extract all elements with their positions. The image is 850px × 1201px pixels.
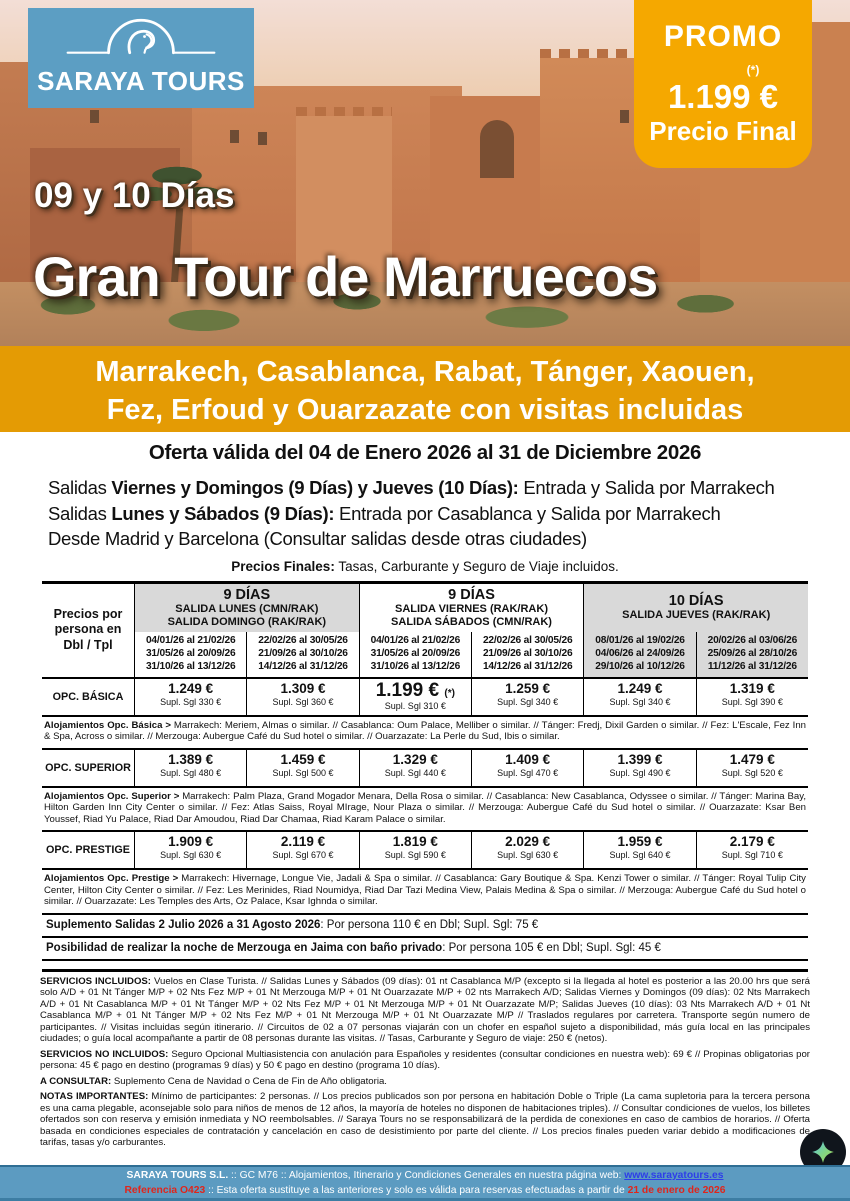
group-sub: SALIDA SÁBADOS (CMN/RAK) xyxy=(391,616,552,629)
promo-label: PROMO xyxy=(663,20,783,53)
section-servicios-no-incluidos: SERVICIOS NO INCLUIDOS: Seguro Opcional … xyxy=(40,1048,810,1072)
price-table: Precios por persona en Dbl / Tpl 9 DÍAS … xyxy=(42,580,809,966)
group-sub: SALIDA DOMINGO (RAK/RAK) xyxy=(167,616,327,629)
section-servicios-incluidos: SERVICIOS INCLUIDOS: Vuelos en Clase Tur… xyxy=(40,975,810,1045)
group-sub: SALIDA VIERNES (RAK/RAK) xyxy=(395,602,548,615)
group-sub: SALIDA LUNES (CMN/RAK) xyxy=(175,602,319,615)
page-title: Gran Tour de Marruecos xyxy=(33,245,658,308)
photo-shape xyxy=(296,107,392,116)
group-title: 10 DÍAS xyxy=(668,592,724,609)
website-link[interactable]: www.sarayatours.es xyxy=(624,1170,724,1181)
footer-bar: SARAYA TOURS S.L. :: GC M76 :: Alojamien… xyxy=(0,1165,850,1201)
row-label: OPC. BÁSICA xyxy=(52,690,124,703)
bird-arch-icon xyxy=(66,18,216,55)
price-cell: 1.319 € Supl. Sgl 390 € xyxy=(695,678,808,715)
validity-line: Oferta válida del 04 de Enero 2026 al 31… xyxy=(148,441,702,464)
note-superior: Alojamientos Opc. Superior > Marrakech: … xyxy=(44,790,807,825)
section-a-consultar: A CONSULTAR: Suplemento Cena de Navidad … xyxy=(40,1075,387,1087)
hero-photo: SARAYA TOURS PROMO (*) 1.199 € Precio Fi… xyxy=(0,0,850,346)
row-label: OPC. SUPERIOR xyxy=(45,761,131,774)
price-cell: 1.819 € Supl. Sgl 590 € xyxy=(358,832,471,869)
photo-shape xyxy=(258,132,267,145)
departures-block: Salidas Viernes y Domingos (9 Días) y Ju… xyxy=(48,475,850,552)
table-corner-label: Precios por persona en Dbl / Tpl xyxy=(53,606,123,652)
footer-line2: Referencia O423 :: Esta oferta sustituye… xyxy=(124,1184,726,1196)
price-cell: 2.179 € Supl. Sgl 710 € xyxy=(695,832,808,869)
group-9dias-lunes: 9 DÍAS SALIDA LUNES (CMN/RAK) SALIDA DOM… xyxy=(134,583,359,677)
date-column: 20/02/26 al 03/06/26 25/09/26 al 28/10/26… xyxy=(695,631,808,677)
group-title: 9 DÍAS xyxy=(223,586,271,603)
supplement-bar-summer: Suplemento Salidas 2 Julio 2026 a 31 Ago… xyxy=(42,912,808,936)
photo-shape xyxy=(0,282,850,346)
row-opc-prestige: OPC. PRESTIGE 1.909 € Supl. Sgl 630 € 2.1… xyxy=(42,830,808,871)
date-column: 22/02/26 al 30/05/26 21/09/26 al 30/10/26… xyxy=(246,631,358,677)
price-cell: 1.959 € Supl. Sgl 640 € xyxy=(583,832,695,869)
date-column: 22/02/26 al 30/05/26 21/09/26 al 30/10/26… xyxy=(471,631,583,677)
price-cell: 1.309 € Supl. Sgl 360 € xyxy=(246,678,358,715)
section-notas-importantes: NOTAS IMPORTANTES: Mínimo de participant… xyxy=(40,1091,810,1149)
promo-badge: PROMO (*) 1.199 € Precio Final xyxy=(634,0,812,168)
divider-thick xyxy=(42,968,808,972)
price-cell: 2.119 € Supl. Sgl 670 € xyxy=(246,832,358,869)
price-cell: 1.909 € Supl. Sgl 630 € xyxy=(134,832,246,869)
promo-final-label: Precio Final xyxy=(649,116,797,146)
group-sub: SALIDA JUEVES (RAK/RAK) xyxy=(622,608,771,621)
price-cell: 1.399 € Supl. Sgl 490 € xyxy=(583,749,695,786)
note-basica: Alojamientos Opc. Básica > Marrakech: Me… xyxy=(44,719,806,743)
group-10dias-jueves: 10 DÍAS SALIDA JUEVES (RAK/RAK) 08/01/26… xyxy=(583,583,809,677)
footer-line1: SARAYA TOURS S.L. :: GC M76 :: Alojamien… xyxy=(126,1170,724,1181)
reference-code: Referencia O423 xyxy=(124,1184,206,1196)
promo-price: 1.199 € xyxy=(667,78,779,115)
row-opc-basica: OPC. BÁSICA 1.249 € Supl. Sgl 330 € 1.309… xyxy=(42,676,808,717)
date-column: 04/01/26 al 21/02/26 31/05/26 al 20/09/26… xyxy=(370,634,461,672)
price-cell: 1.329 € Supl. Sgl 440 € xyxy=(358,749,471,786)
row-opc-superior: OPC. SUPERIOR 1.389 € Supl. Sgl 480 € 1.4… xyxy=(42,747,808,788)
supplement-bar-jaima: Posibilidad de realizar la noche de Merz… xyxy=(42,935,808,959)
price-cell-promo: 1.199 € (*) Supl. Sgl 310 € xyxy=(358,678,471,715)
price-cell: 1.249 € Supl. Sgl 330 € xyxy=(134,678,246,715)
price-cell: 1.479 € Supl. Sgl 520 € xyxy=(695,749,808,786)
departure-line: Desde Madrid y Barcelona (Consultar sali… xyxy=(48,528,587,550)
booking-start-date: 21 de enero de 2026 xyxy=(627,1184,726,1196)
price-cell: 1.409 € Supl. Sgl 470 € xyxy=(470,749,583,786)
date-column: 08/01/26 al 19/02/26 04/06/26 al 24/09/26… xyxy=(595,634,685,672)
banner-line1: Marrakech, Casablanca, Rabat, Tánger, Xa… xyxy=(95,356,755,388)
note-prestige: Alojamientos Opc. Prestige > Marrakech: … xyxy=(44,873,806,908)
group-title: 9 DÍAS xyxy=(448,586,495,603)
price-cell: 2.029 € Supl. Sgl 630 € xyxy=(470,832,583,869)
photo-shape xyxy=(620,110,629,123)
divider xyxy=(42,958,808,966)
group-9dias-viernes: 9 DÍAS SALIDA VIERNES (RAK/RAK) SALIDA S… xyxy=(358,583,584,677)
date-column: 04/01/26 al 21/02/26 31/05/26 al 20/09/26… xyxy=(145,634,236,672)
days-subtitle: 09 y 10 Días xyxy=(34,176,235,215)
banner-line2: Fez, Erfoud y Ouarzazate con visitas inc… xyxy=(106,394,744,427)
row-label: OPC. PRESTIGE xyxy=(46,844,130,857)
price-cell: 1.459 € Supl. Sgl 500 € xyxy=(246,749,358,786)
star-widget-icon xyxy=(812,1141,834,1163)
table-header: Precios por persona en Dbl / Tpl 9 DÍAS … xyxy=(42,580,809,677)
final-prices-line: Precios Finales: Tasas, Carburante y Seg… xyxy=(231,558,619,574)
price-cell: 1.389 € Supl. Sgl 480 € xyxy=(134,749,246,786)
departure-line: Salidas Lunes y Sábados (9 Días): Entrad… xyxy=(48,502,721,524)
photo-shape xyxy=(90,110,99,123)
promo-asterisk: (*) xyxy=(746,63,760,77)
brand-name: SARAYA TOURS xyxy=(37,66,245,96)
photo-shape xyxy=(230,130,239,143)
price-cell: 1.249 € Supl. Sgl 340 € xyxy=(583,678,695,715)
price-cell: 1.259 € Supl. Sgl 340 € xyxy=(470,678,583,715)
saraya-tours-logo: SARAYA TOURS xyxy=(28,8,254,108)
palm-tree xyxy=(132,158,222,238)
photo-shape xyxy=(480,120,514,178)
departure-line: Salidas Viernes y Domingos (9 Días) y Ju… xyxy=(48,477,775,498)
destinations-banner: Marrakech, Casablanca, Rabat, Tánger, Xa… xyxy=(0,346,850,432)
